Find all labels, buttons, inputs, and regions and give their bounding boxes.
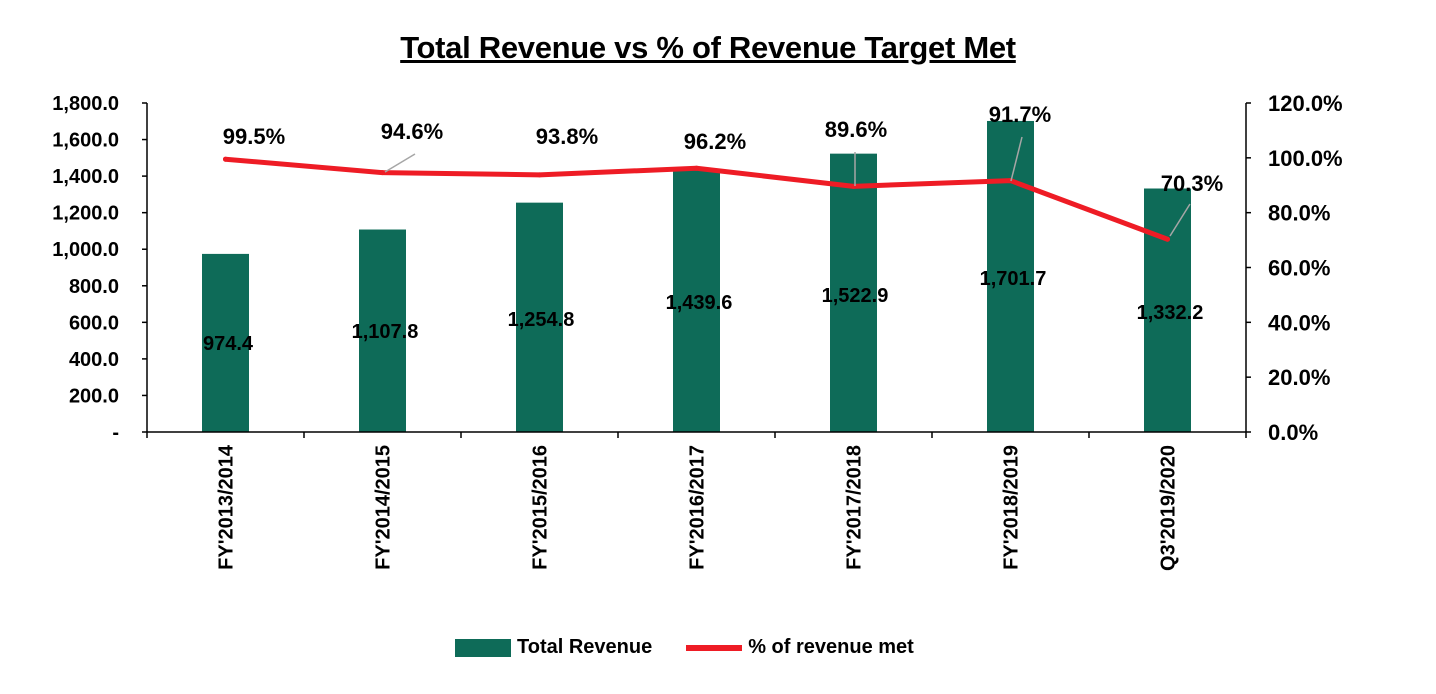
bar-value-label: 1,332.2 bbox=[1137, 302, 1204, 324]
y-left-tick-label: 1,200.0 bbox=[52, 203, 119, 225]
line-value-label: 70.3% bbox=[1161, 171, 1223, 196]
axes-layer: - 200.0 400.0 600.0 800.0 1,000.0 1,200.0 1,400… bbox=[52, 91, 1342, 571]
x-category-label: FY'2018/2019 bbox=[1001, 445, 1023, 570]
bars-layer bbox=[202, 120, 1191, 433]
legend-label-revenue-met: % of revenue met bbox=[748, 636, 914, 658]
y-left-tick-label: 1,000.0 bbox=[52, 239, 119, 261]
y-right-tick-label: 40.0% bbox=[1268, 310, 1330, 335]
x-category-label: Q3'2019/2020 bbox=[1158, 445, 1180, 571]
line-point bbox=[537, 172, 542, 178]
line-value-label: 96.2% bbox=[684, 129, 746, 154]
line-value-label: 91.7% bbox=[989, 102, 1051, 127]
line-point bbox=[223, 156, 228, 162]
y-left-tick-label: 800.0 bbox=[69, 276, 119, 298]
line-point bbox=[380, 170, 385, 176]
labels-layer: 974.4 1,107.8 1,254.8 1,439.6 1,522.9 1,701.7… bbox=[203, 102, 1223, 355]
y-left-tick-label: 1,800.0 bbox=[52, 93, 119, 115]
y-left-tick-label: - bbox=[112, 422, 119, 444]
bar bbox=[673, 168, 720, 432]
y-left-tick-label: 400.0 bbox=[69, 349, 119, 371]
legend-item-revenue-met: % of revenue met bbox=[686, 636, 914, 659]
leader-line bbox=[1169, 203, 1191, 237]
bar-value-label: 1,701.7 bbox=[980, 268, 1047, 290]
bar bbox=[202, 253, 249, 432]
legend-swatch-line bbox=[686, 644, 743, 651]
y-left-tick-label: 200.0 bbox=[69, 385, 119, 407]
bar bbox=[359, 229, 406, 432]
bar-value-label: 1,107.8 bbox=[352, 321, 419, 343]
y-left-tick-label: 1,600.0 bbox=[52, 130, 119, 152]
line-value-label: 94.6% bbox=[381, 119, 443, 144]
leader-line bbox=[1010, 136, 1023, 182]
x-category-label: FY'2014/2015 bbox=[373, 445, 395, 570]
x-category-label: FY'2017/2018 bbox=[844, 445, 866, 570]
legend-item-total-revenue: Total Revenue bbox=[455, 636, 652, 659]
y-right-tick-label: 80.0% bbox=[1268, 201, 1330, 226]
y-right-tick-label: 0.0% bbox=[1268, 420, 1318, 445]
x-category-label: FY'2016/2017 bbox=[687, 445, 709, 570]
y-left-tick-label: 600.0 bbox=[69, 312, 119, 334]
bar bbox=[516, 202, 563, 432]
y-right-tick-label: 20.0% bbox=[1268, 365, 1330, 390]
legend-label-total-revenue: Total Revenue bbox=[517, 636, 653, 658]
leader-line bbox=[384, 153, 416, 173]
line-point bbox=[694, 165, 699, 171]
bar-value-label: 1,522.9 bbox=[822, 285, 889, 307]
y-right-tick-label: 60.0% bbox=[1268, 256, 1330, 281]
line-value-label: 99.5% bbox=[223, 124, 285, 149]
legend: Total Revenue % of revenue met bbox=[455, 636, 948, 659]
bar-value-label: 1,254.8 bbox=[508, 309, 575, 331]
bar bbox=[1144, 188, 1191, 432]
bar bbox=[987, 120, 1034, 433]
legend-swatch-bar bbox=[455, 638, 511, 657]
bar bbox=[830, 153, 877, 433]
bar-value-label: 1,439.6 bbox=[666, 292, 733, 314]
line-value-label: 89.6% bbox=[825, 117, 887, 142]
y-left-tick-label: 1,400.0 bbox=[52, 166, 119, 188]
y-right-tick-label: 120.0% bbox=[1268, 91, 1343, 116]
line-point bbox=[1165, 236, 1170, 242]
y-right-tick-label: 100.0% bbox=[1268, 146, 1343, 171]
line-value-label: 93.8% bbox=[536, 124, 598, 149]
x-category-label: FY'2013/2014 bbox=[216, 444, 238, 570]
bar-value-label: 974.4 bbox=[203, 333, 254, 355]
chart-title: Total Revenue vs % of Revenue Target Met bbox=[400, 30, 1016, 65]
x-category-label: FY'2015/2016 bbox=[530, 445, 552, 570]
